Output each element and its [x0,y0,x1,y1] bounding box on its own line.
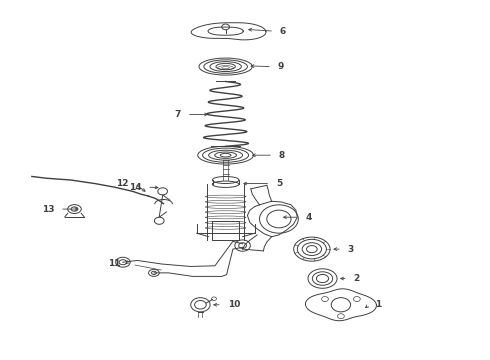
Text: 13: 13 [42,204,54,213]
Text: 10: 10 [227,300,240,309]
Text: 14: 14 [129,183,141,192]
Text: 12: 12 [116,179,129,188]
Text: 9: 9 [278,62,284,71]
Text: 8: 8 [279,151,285,160]
Text: 4: 4 [305,213,312,222]
Bar [212,221,239,240]
Text: 11: 11 [108,259,121,268]
Ellipse shape [221,65,230,68]
Text: 6: 6 [280,27,286,36]
Text: 7: 7 [174,110,181,119]
Text: 2: 2 [353,274,360,283]
Text: 1: 1 [375,300,381,309]
Text: 3: 3 [348,244,354,253]
Text: 5: 5 [276,179,282,188]
